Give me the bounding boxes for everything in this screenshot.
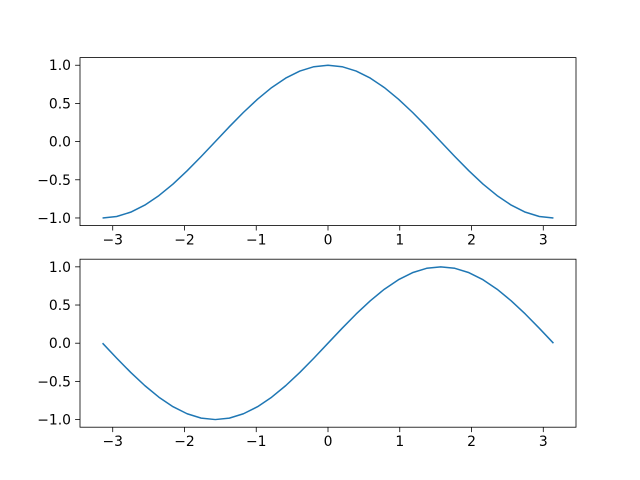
bottom-subplot: −3 −2 −1 0 1 2 3 −1.0 −0.5 0.0 0.5 1.0 [37, 258, 577, 450]
x-tick-label: 2 [467, 233, 476, 249]
x-tick-label: −1 [246, 233, 266, 249]
top-subplot: −3 −2 −1 0 1 2 3 −1.0 −0.5 0.0 0.5 1.0 [37, 57, 577, 249]
y-tick-label: −1.0 [37, 413, 71, 429]
y-tick-label: 0.0 [49, 336, 71, 352]
axes-frame [79, 57, 577, 226]
x-tick-label: −2 [174, 434, 194, 450]
x-tick-label: 1 [395, 434, 404, 450]
x-tick-label: 0 [324, 434, 333, 450]
y-tick-label: −0.5 [37, 173, 71, 189]
x-tick-label: 3 [539, 434, 548, 450]
x-tick-label: 3 [539, 233, 548, 249]
x-tick-label: 2 [467, 434, 476, 450]
y-tick-label: −1.0 [37, 211, 71, 227]
x-tick-label: −2 [174, 233, 194, 249]
x-tick-label: 1 [395, 233, 404, 249]
y-tick-label: 1.0 [49, 260, 71, 276]
series-line [102, 64, 554, 219]
x-tick-label: −3 [102, 233, 122, 249]
x-tick-label: −3 [102, 434, 122, 450]
series-line [102, 266, 554, 421]
y-tick-label: 1.0 [49, 58, 71, 74]
y-tick-label: 0.0 [49, 135, 71, 151]
x-tick-label: 0 [324, 233, 333, 249]
y-tick-label: −0.5 [37, 374, 71, 390]
x-tick-label: −1 [246, 434, 266, 450]
y-tick-label: 0.5 [49, 96, 71, 112]
y-tick-label: 0.5 [49, 298, 71, 314]
